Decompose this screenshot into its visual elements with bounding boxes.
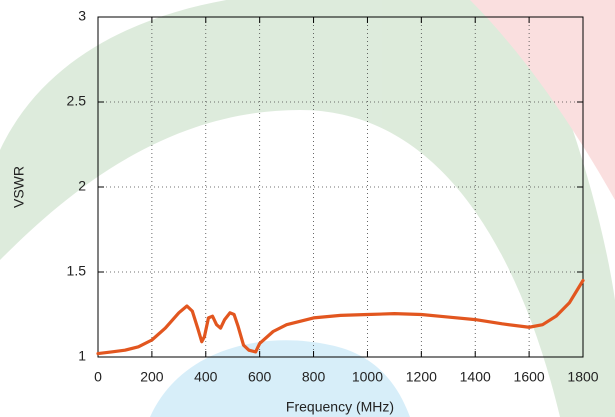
- y-tick-label: 2.5: [67, 93, 87, 109]
- y-tick-label: 1: [78, 348, 86, 364]
- y-axis-title: VSWR: [11, 166, 27, 208]
- y-tick-label: 3: [78, 8, 86, 24]
- x-tick-label: 800: [302, 369, 326, 385]
- x-tick-label: 1400: [460, 369, 491, 385]
- x-tick-label: 0: [94, 369, 102, 385]
- pink-arc: [470, 0, 615, 200]
- x-tick-label: 1800: [567, 369, 598, 385]
- x-tick-label: 1200: [406, 369, 437, 385]
- data-line: [96, 278, 585, 356]
- x-tick-label: 600: [248, 369, 272, 385]
- blue-arc: [150, 340, 410, 417]
- y-tick-label: 1.5: [67, 263, 87, 279]
- x-tick-label: 1000: [352, 369, 383, 385]
- x-tick-label: 1600: [514, 369, 545, 385]
- x-tick-label: 400: [194, 369, 218, 385]
- x-axis-title: Frequency (MHz): [286, 399, 394, 415]
- x-tick-label: 200: [140, 369, 164, 385]
- y-tick-label: 2: [78, 178, 86, 194]
